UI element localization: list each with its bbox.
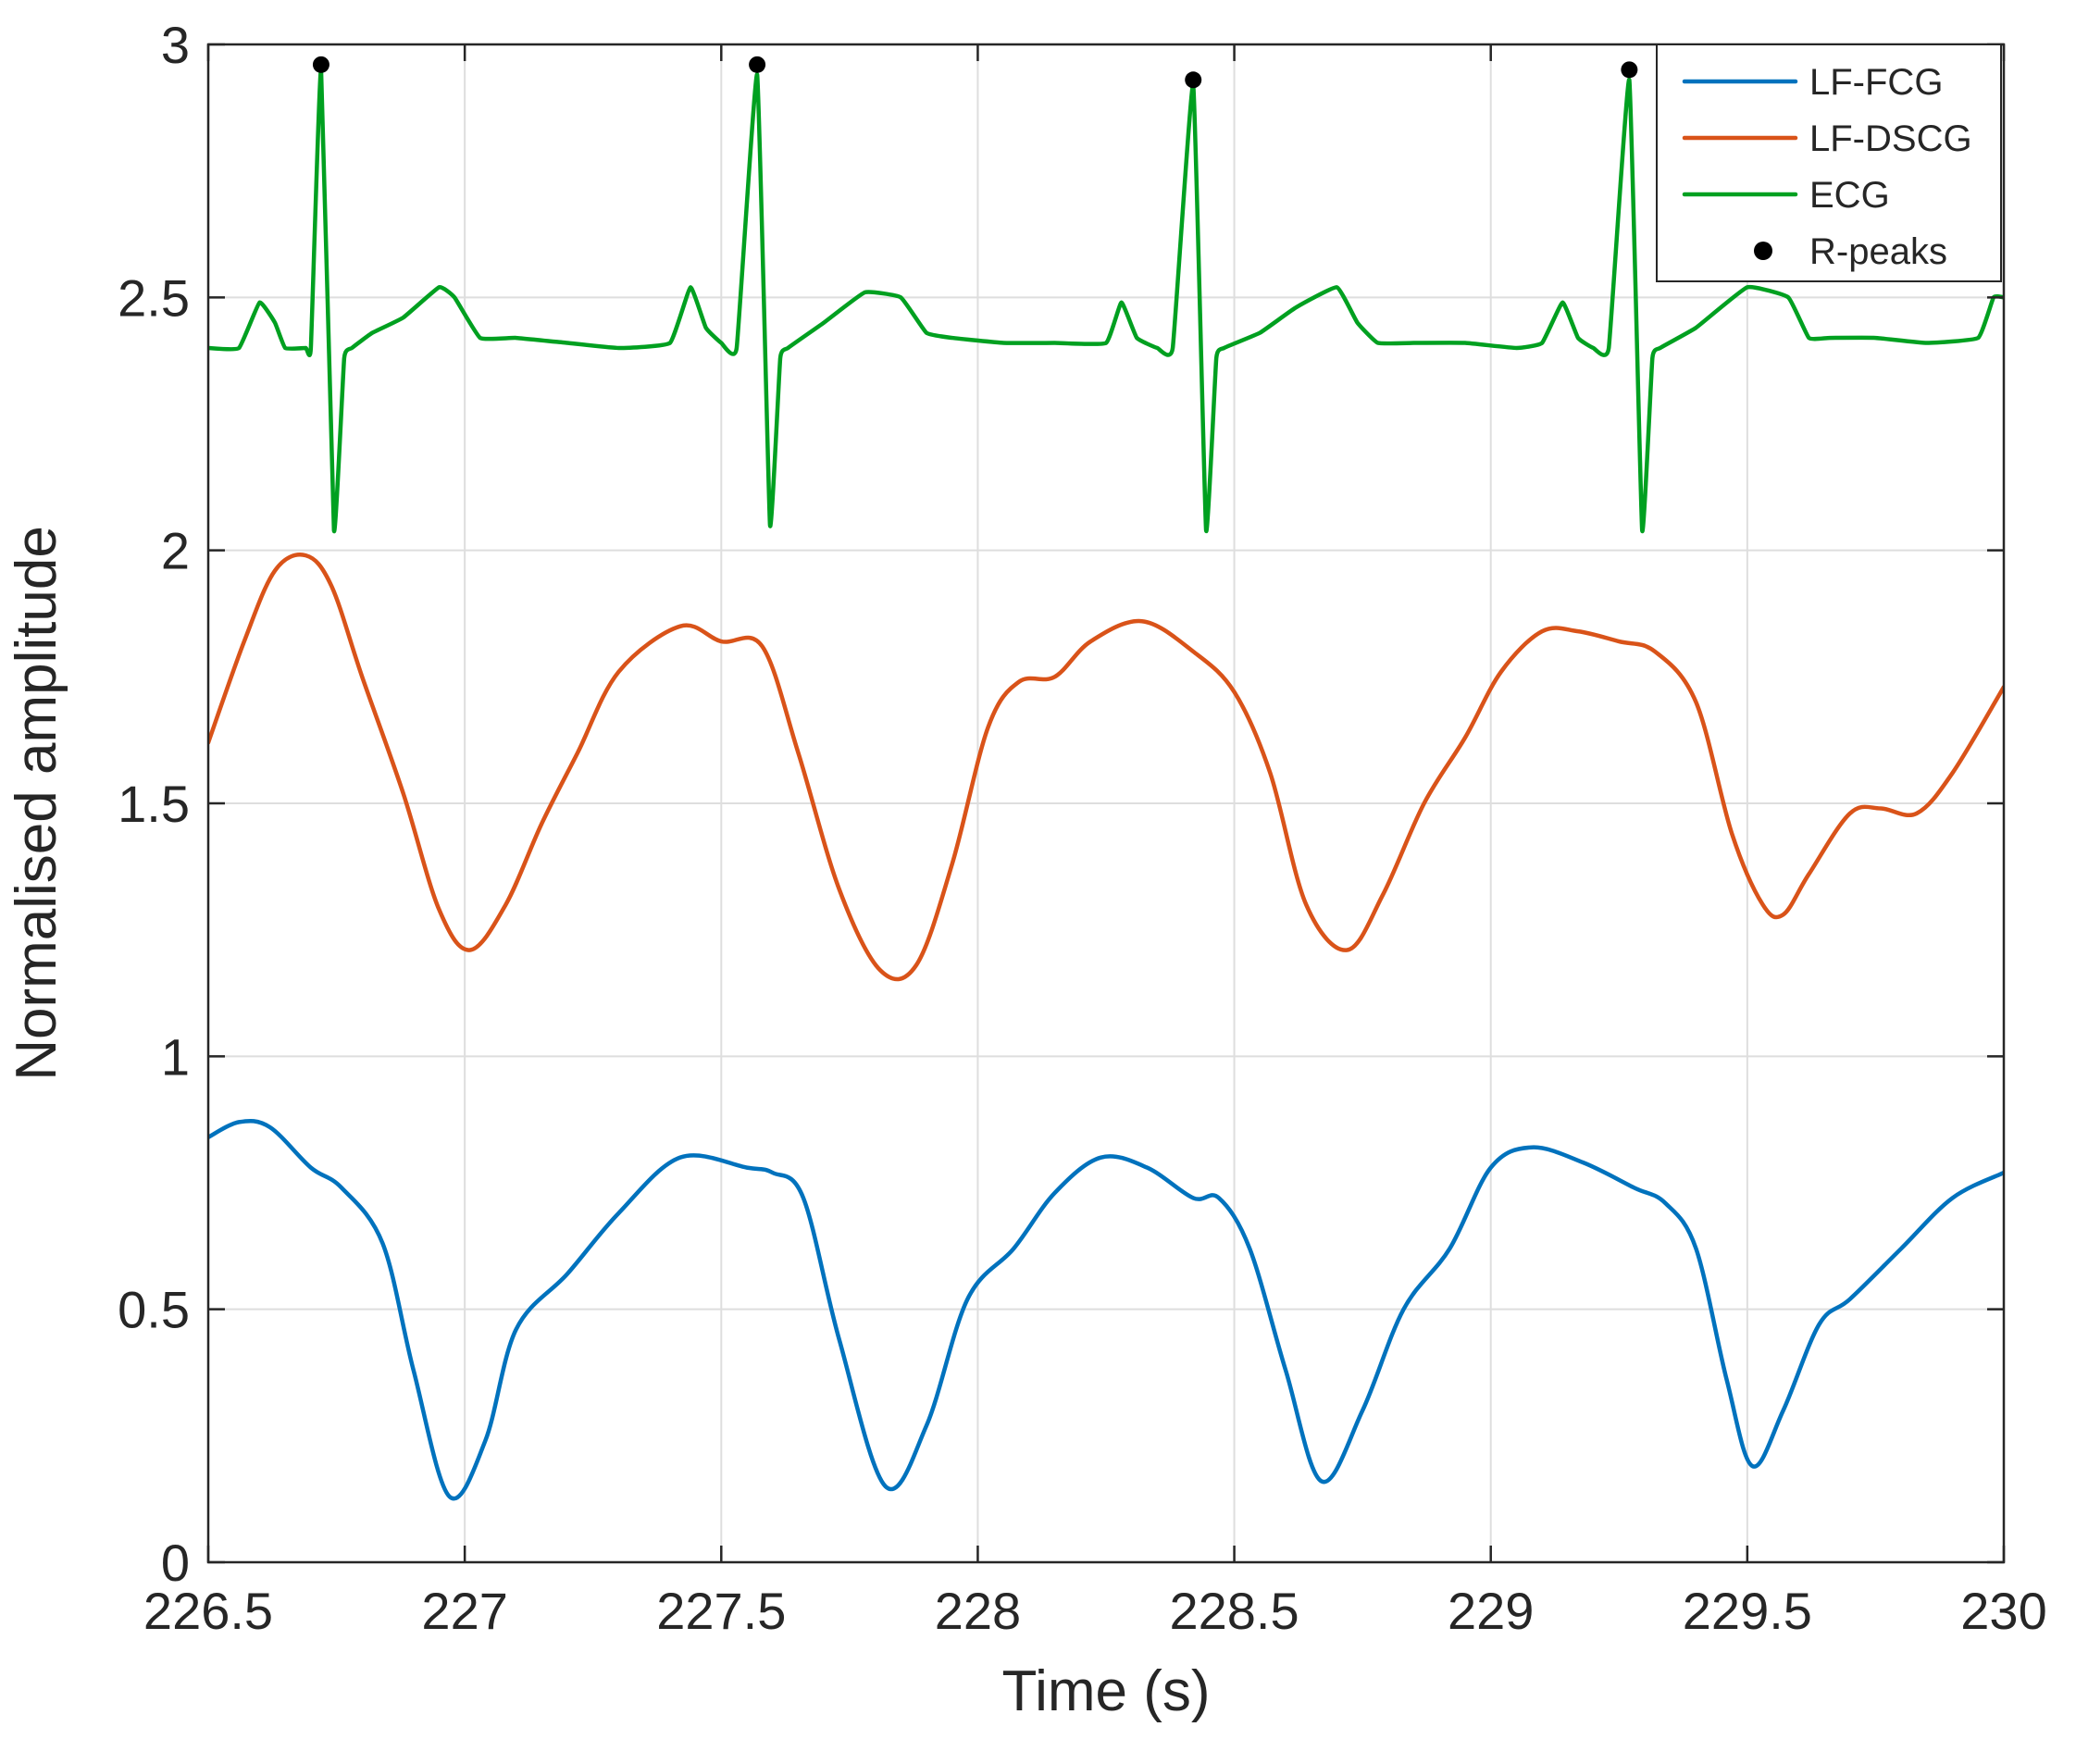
grid [207, 43, 2005, 1563]
series-layer [208, 56, 2004, 1501]
r-peak-marker [1621, 61, 1638, 79]
r-peak-marker [312, 56, 329, 73]
x-tick-label: 227.5 [656, 1582, 786, 1640]
r-peak-marker [1185, 71, 1202, 89]
r-peak-marker [749, 56, 766, 73]
legend-swatch-r-peaks [1754, 242, 1772, 260]
y-tick-label: 0 [161, 1534, 190, 1592]
x-tick-label: 230 [1960, 1582, 2046, 1640]
x-tick-label: 227 [421, 1582, 507, 1640]
series-line-ecg [208, 68, 2004, 533]
y-tick-label: 1 [161, 1027, 190, 1086]
x-tick-label: 226.5 [143, 1582, 273, 1640]
legend: LF-FCG LF-DSCG ECG R-peaks [1656, 43, 2002, 282]
x-tick-label: 229 [1448, 1582, 1534, 1640]
y-tick-label: 0.5 [118, 1281, 190, 1339]
x-axis-title: Time (s) [1002, 1659, 1211, 1723]
legend-label-lf-dscg: LF-DSCG [1809, 118, 1972, 159]
legend-label-lf-fcg: LF-FCG [1809, 62, 1943, 103]
series-line-lf-dscg [208, 553, 2004, 982]
x-tick-label: 229.5 [1683, 1582, 1812, 1640]
legend-label-ecg: ECG [1809, 175, 1890, 216]
legend-label-r-peaks: R-peaks [1809, 231, 1947, 272]
y-axis-title: Normalised amplitude [5, 526, 68, 1081]
legend-box [1656, 43, 2002, 282]
x-tick-label: 228.5 [1170, 1582, 1299, 1640]
series-line-lf-fcg [208, 1118, 2004, 1501]
ticks: 226.5 227 227.5 228 228.5 229 229.5 230 0 0.5 1 1.5… [118, 16, 2047, 1640]
y-tick-label: 3 [161, 16, 190, 74]
y-tick-label: 2.5 [118, 268, 190, 327]
y-tick-label: 1.5 [118, 775, 190, 833]
y-tick-label: 2 [161, 522, 190, 580]
x-tick-label: 228 [935, 1582, 1021, 1640]
